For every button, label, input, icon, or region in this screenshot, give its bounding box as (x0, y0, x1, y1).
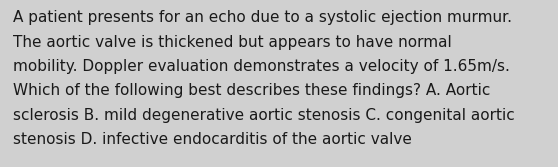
Text: Which of the following best describes these findings? A. Aortic: Which of the following best describes th… (13, 84, 490, 99)
Text: The aortic valve is thickened but appears to have normal: The aortic valve is thickened but appear… (13, 35, 452, 49)
Text: sclerosis B. mild degenerative aortic stenosis C. congenital aortic: sclerosis B. mild degenerative aortic st… (13, 108, 514, 123)
Text: stenosis D. infective endocarditis of the aortic valve: stenosis D. infective endocarditis of th… (13, 132, 412, 147)
Text: mobility. Doppler evaluation demonstrates a velocity of 1.65m/s.: mobility. Doppler evaluation demonstrate… (13, 59, 510, 74)
Text: A patient presents for an echo due to a systolic ejection murmur.: A patient presents for an echo due to a … (13, 10, 512, 25)
